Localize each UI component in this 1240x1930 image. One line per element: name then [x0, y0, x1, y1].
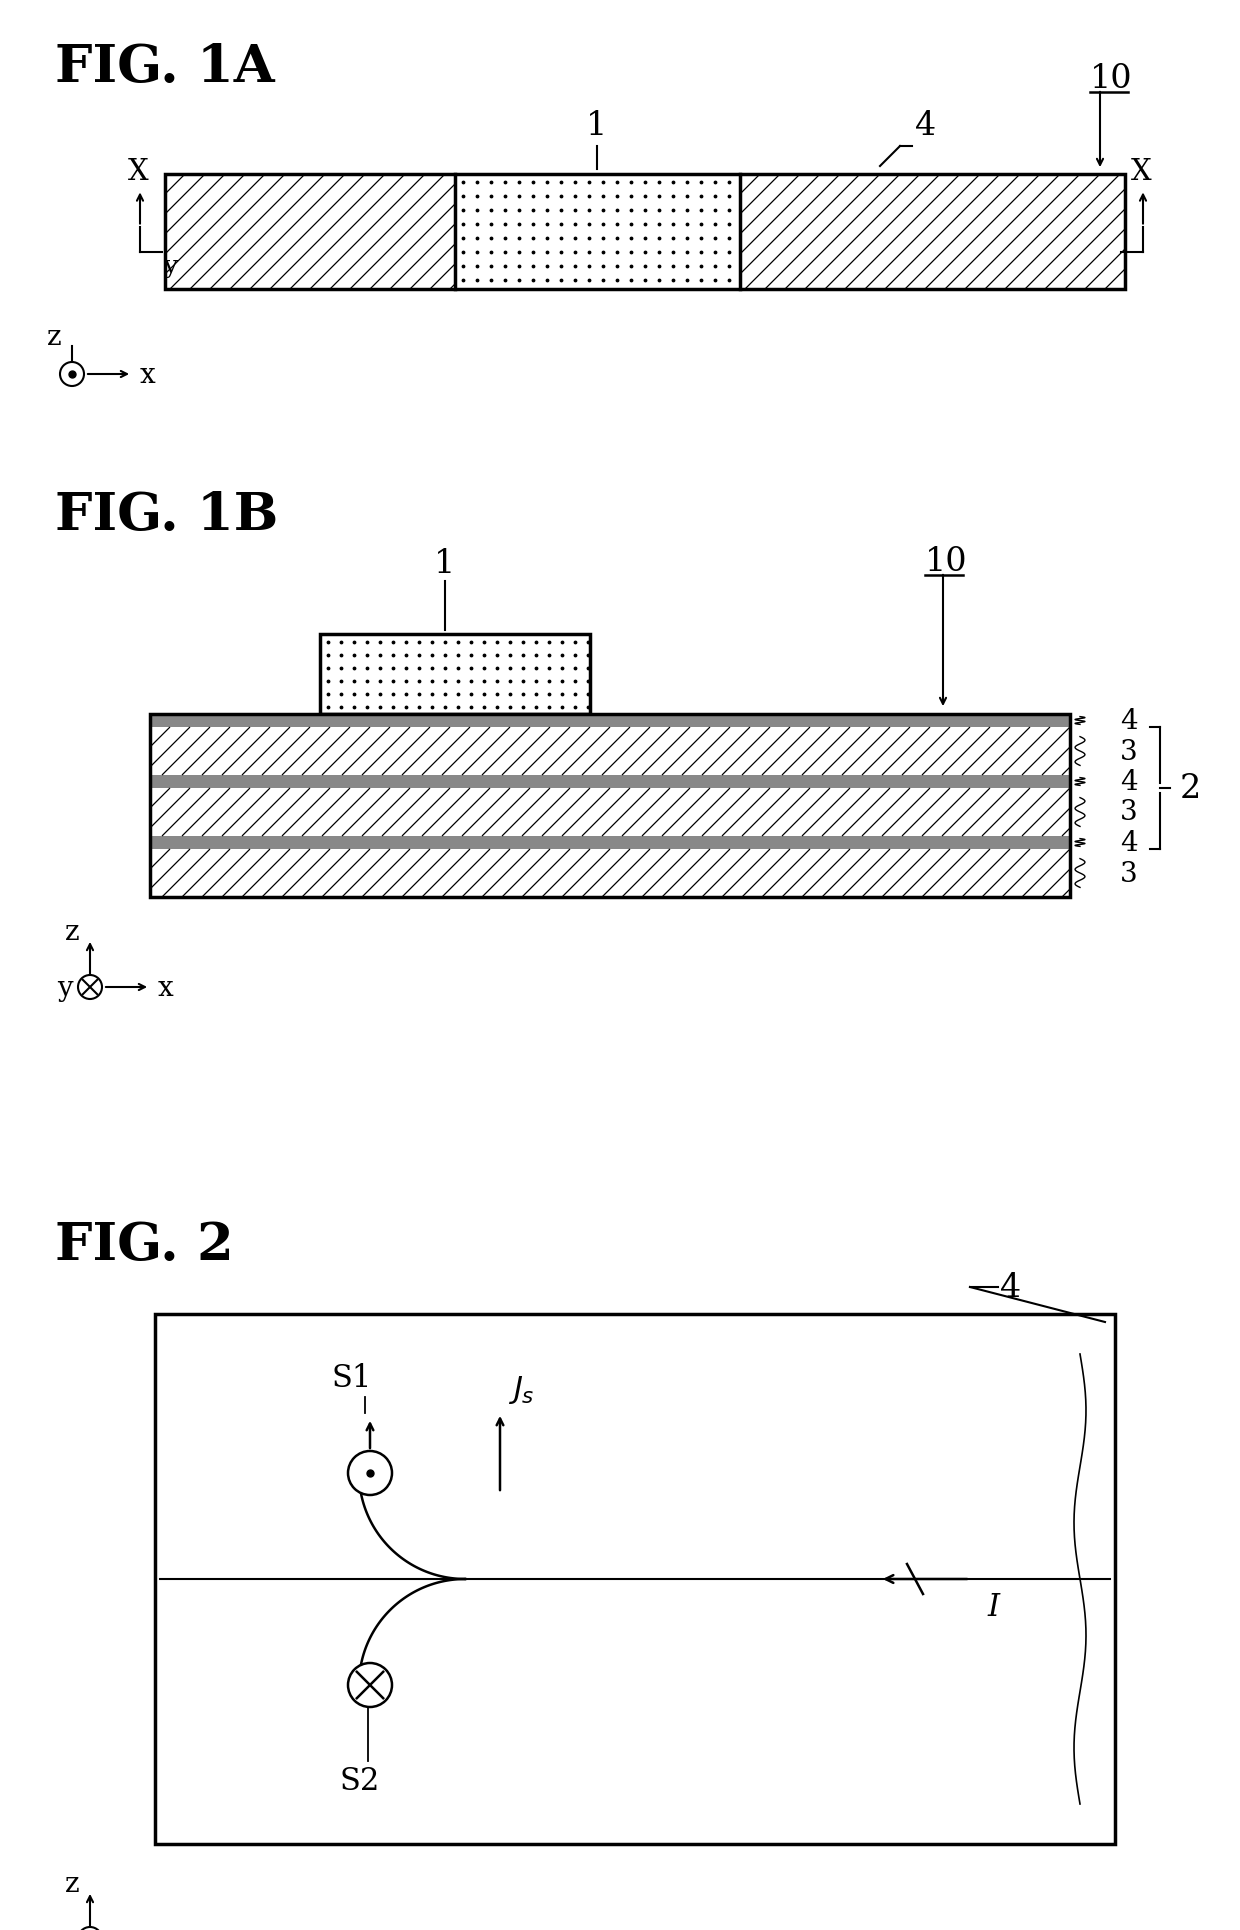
Text: x: x	[140, 361, 156, 388]
Text: 4: 4	[1120, 768, 1137, 795]
Text: FIG. 2: FIG. 2	[55, 1220, 234, 1270]
Text: z: z	[64, 919, 79, 946]
Bar	[165, 176, 455, 290]
Text: 3: 3	[1120, 737, 1137, 764]
Text: z: z	[64, 1870, 79, 1897]
Text: $J_s$: $J_s$	[508, 1374, 534, 1405]
Text: 1: 1	[587, 110, 608, 143]
Text: I: I	[987, 1592, 999, 1623]
Bar	[455, 176, 740, 290]
Text: 10: 10	[1090, 64, 1132, 95]
Bar	[150, 836, 1070, 849]
Text: FIG. 1A: FIG. 1A	[55, 42, 274, 93]
Circle shape	[78, 975, 102, 1000]
Bar	[150, 714, 1070, 728]
Bar	[165, 176, 1125, 290]
Bar	[150, 728, 1070, 776]
Circle shape	[348, 1664, 392, 1708]
Text: 3: 3	[1120, 799, 1137, 826]
Text: S1: S1	[332, 1363, 372, 1393]
Bar	[155, 1314, 1115, 1843]
Text: S2: S2	[340, 1766, 381, 1797]
Text: 1: 1	[434, 548, 455, 579]
Circle shape	[60, 363, 84, 386]
Text: X: X	[128, 158, 149, 185]
Text: z: z	[47, 324, 61, 351]
Bar	[150, 789, 1070, 836]
Text: 10: 10	[925, 546, 967, 577]
Text: y: y	[164, 255, 179, 278]
Circle shape	[78, 1926, 102, 1930]
Text: y: y	[57, 1926, 73, 1930]
Text: FIG. 1B: FIG. 1B	[55, 490, 278, 540]
Text: 4: 4	[1120, 830, 1137, 857]
Bar	[150, 849, 1070, 897]
Text: 4: 4	[999, 1272, 1021, 1303]
Text: 3: 3	[1120, 861, 1137, 888]
Text: 2: 2	[1180, 772, 1202, 805]
Bar	[740, 176, 1125, 290]
Text: x: x	[157, 975, 174, 1002]
Circle shape	[348, 1451, 392, 1496]
Bar	[150, 714, 1070, 897]
Text: x: x	[157, 1926, 174, 1930]
Bar	[320, 635, 590, 714]
Text: 4: 4	[915, 110, 936, 143]
Bar	[150, 776, 1070, 789]
Text: y: y	[57, 975, 73, 1002]
Text: X: X	[1131, 158, 1151, 185]
Text: 4: 4	[1120, 708, 1137, 735]
